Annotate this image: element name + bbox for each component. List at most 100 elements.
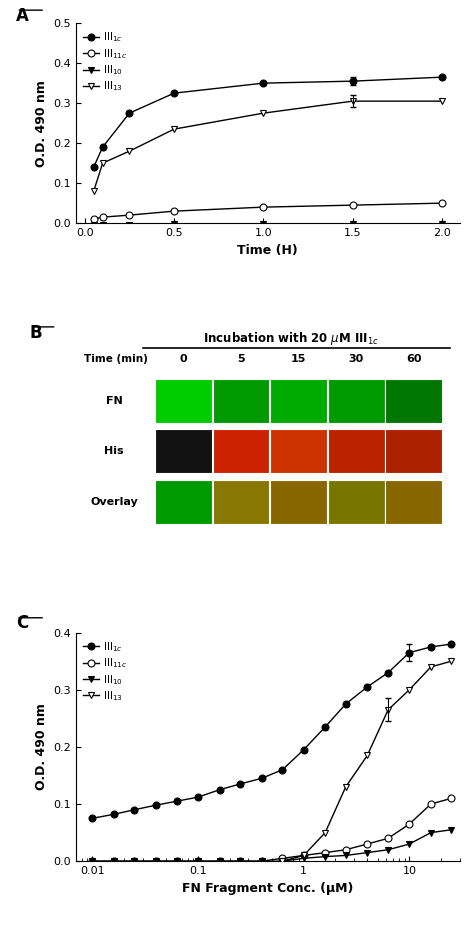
X-axis label: FN Fragment Conc. (μM): FN Fragment Conc. (μM) xyxy=(182,882,354,895)
III$_{13}$ xyxy=(90,858,95,870)
III$_{1c}$ xyxy=(439,71,445,82)
Line: III$_{11c}$: III$_{11c}$ xyxy=(90,200,446,222)
Text: C: C xyxy=(16,614,28,632)
III$_{11c}$ xyxy=(100,211,106,222)
III$_{10}$ xyxy=(217,856,222,867)
III$_{10}$ xyxy=(91,219,97,231)
Line: III$_{11c}$: III$_{11c}$ xyxy=(89,795,455,865)
Bar xyxy=(328,429,384,473)
III$_{1c}$ xyxy=(428,642,434,653)
Legend: III$_{1c}$, III$_{11c}$, III$_{10}$, III$_{13}$: III$_{1c}$, III$_{11c}$, III$_{10}$, III… xyxy=(81,29,129,95)
III$_{1c}$ xyxy=(322,721,328,732)
III$_{1c}$ xyxy=(350,76,356,87)
III$_{1c}$ xyxy=(153,800,159,811)
III$_{11c}$ xyxy=(153,856,159,867)
III$_{11c}$ xyxy=(174,856,180,867)
III$_{1c}$ xyxy=(90,813,95,824)
III$_{11c}$ xyxy=(301,850,307,861)
III$_{11c}$ xyxy=(322,847,328,858)
Bar xyxy=(212,379,269,423)
III$_{13}$ xyxy=(195,858,201,870)
Bar xyxy=(270,429,327,473)
Text: Overlay: Overlay xyxy=(91,497,138,507)
III$_{13}$ xyxy=(428,661,434,672)
Bar xyxy=(328,379,384,423)
III$_{13}$ xyxy=(100,157,106,169)
Bar xyxy=(270,480,327,524)
III$_{10}$ xyxy=(428,827,434,838)
III$_{1c}$ xyxy=(217,784,222,795)
Text: 15: 15 xyxy=(291,354,306,364)
Line: III$_{10}$: III$_{10}$ xyxy=(89,826,455,865)
III$_{13}$ xyxy=(343,782,348,793)
III$_{10}$ xyxy=(280,856,285,867)
III$_{11c}$ xyxy=(111,856,117,867)
III$_{11c}$ xyxy=(171,206,177,217)
III$_{11c}$ xyxy=(261,202,266,213)
III$_{1c}$ xyxy=(261,78,266,89)
III$_{11c}$ xyxy=(195,856,201,867)
III$_{1c}$ xyxy=(301,745,307,756)
III$_{1c}$ xyxy=(131,804,137,815)
III$_{13}$ xyxy=(127,145,132,156)
III$_{10}$ xyxy=(127,219,132,231)
Text: B: B xyxy=(30,324,42,342)
Text: 30: 30 xyxy=(348,354,364,364)
III$_{10}$ xyxy=(448,824,454,835)
III$_{1c}$ xyxy=(100,142,106,153)
III$_{13}$ xyxy=(301,850,307,861)
III$_{11c}$ xyxy=(439,197,445,208)
Y-axis label: O.D. 490 nm: O.D. 490 nm xyxy=(35,80,48,167)
III$_{11c}$ xyxy=(90,856,95,867)
III$_{11c}$ xyxy=(407,819,412,830)
Bar xyxy=(385,379,442,423)
III$_{13}$ xyxy=(322,827,328,838)
III$_{11c}$ xyxy=(237,856,243,867)
III$_{13}$ xyxy=(174,858,180,870)
III$_{13}$ xyxy=(365,750,370,761)
Text: 5: 5 xyxy=(237,354,245,364)
III$_{10}$ xyxy=(195,856,201,867)
III$_{13}$ xyxy=(259,858,264,870)
III$_{10}$ xyxy=(131,856,137,867)
Text: 60: 60 xyxy=(406,354,421,364)
III$_{10}$ xyxy=(385,845,391,856)
III$_{1c}$ xyxy=(171,88,177,99)
Bar xyxy=(155,480,212,524)
III$_{13}$ xyxy=(448,656,454,667)
III$_{10}$ xyxy=(111,856,117,867)
III$_{10}$ xyxy=(261,219,266,230)
III$_{10}$ xyxy=(365,847,370,858)
III$_{11c}$ xyxy=(127,209,132,220)
III$_{11c}$ xyxy=(385,832,391,844)
III$_{1c}$ xyxy=(91,161,97,172)
III$_{13}$ xyxy=(407,684,412,695)
III$_{1c}$ xyxy=(174,795,180,807)
III$_{1c}$ xyxy=(111,808,117,820)
III$_{13}$ xyxy=(439,95,445,106)
III$_{1c}$ xyxy=(195,792,201,803)
III$_{13}$ xyxy=(385,704,391,715)
III$_{1c}$ xyxy=(407,647,412,658)
III$_{13}$ xyxy=(131,858,137,870)
Line: III$_{1c}$: III$_{1c}$ xyxy=(89,641,455,821)
III$_{13}$ xyxy=(91,185,97,196)
III$_{11c}$ xyxy=(365,838,370,849)
III$_{1c}$ xyxy=(448,639,454,650)
Line: III$_{10}$: III$_{10}$ xyxy=(90,220,446,229)
Bar xyxy=(385,429,442,473)
Bar xyxy=(212,429,269,473)
III$_{1c}$ xyxy=(259,773,264,784)
III$_{13}$ xyxy=(280,856,285,867)
X-axis label: Time (H): Time (H) xyxy=(237,244,298,257)
III$_{11c}$ xyxy=(259,856,264,867)
III$_{1c}$ xyxy=(365,682,370,693)
III$_{11c}$ xyxy=(350,200,356,211)
III$_{10}$ xyxy=(322,851,328,862)
Text: 0: 0 xyxy=(180,354,187,364)
III$_{1c}$ xyxy=(280,764,285,775)
III$_{11c}$ xyxy=(343,845,348,856)
III$_{10}$ xyxy=(301,853,307,864)
III$_{10}$ xyxy=(153,856,159,867)
Bar xyxy=(385,480,442,524)
